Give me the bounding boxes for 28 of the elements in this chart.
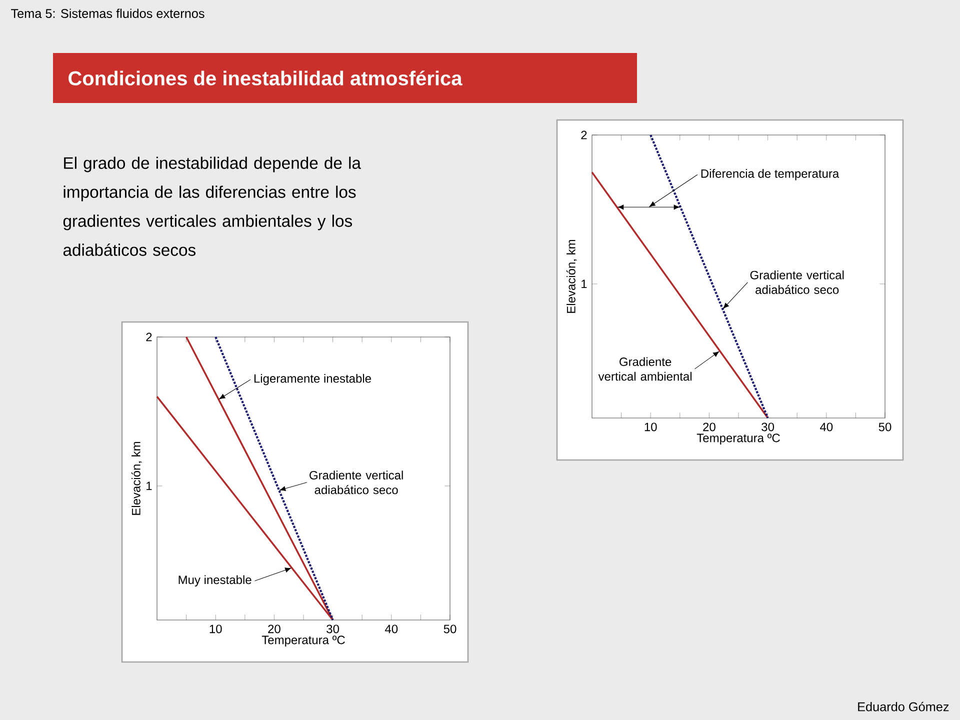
x-axis-title: Temperatura ºC <box>696 434 780 445</box>
annotation: Gradiente vertical ambiental <box>598 357 692 381</box>
x-axis-title: Temperatura ºC <box>262 636 345 647</box>
x-tick-label: 10 <box>210 624 222 634</box>
text: Tema 5: Sistemas fluidos externos <box>11 8 204 18</box>
x-tick-label: 40 <box>820 422 833 432</box>
annotation: Gradiente vertical adiabático seco <box>310 470 403 494</box>
annotation: Muy inestable <box>178 575 252 586</box>
y-axis-title: Elevación, km <box>131 442 142 515</box>
y-tick-label: 2 <box>581 130 587 140</box>
x-tick-label: 20 <box>268 624 280 634</box>
chart-title: Condiciones de inestabilidad atmosférica <box>68 70 462 86</box>
annotation: Ligeramente inestable <box>254 374 371 386</box>
y-tick-label: 1 <box>146 482 152 490</box>
text: Eduardo Gómez <box>858 702 949 712</box>
annotation: Gradiente vertical adiabático seco <box>750 270 844 294</box>
x-tick-label: 30 <box>762 422 774 432</box>
x-tick-label: 50 <box>878 422 892 432</box>
x-tick-label: 40 <box>385 624 398 634</box>
y-axis-title: Elevación, km <box>566 240 577 313</box>
x-tick-label: 50 <box>444 624 456 634</box>
x-tick-label: 10 <box>644 422 657 432</box>
y-tick-label: 2 <box>146 332 152 342</box>
y-tick-label: 1 <box>582 280 587 288</box>
x-tick-label: 30 <box>326 624 340 634</box>
chart-subtitle: El grado de inestabilidad depende de la importancia de las diferencias entre los gradientes verticales ambientales y los adiabáticos secos <box>63 156 361 256</box>
x-tick-label: 20 <box>703 422 716 432</box>
annotation: Diferencia de temperatura <box>701 169 840 180</box>
